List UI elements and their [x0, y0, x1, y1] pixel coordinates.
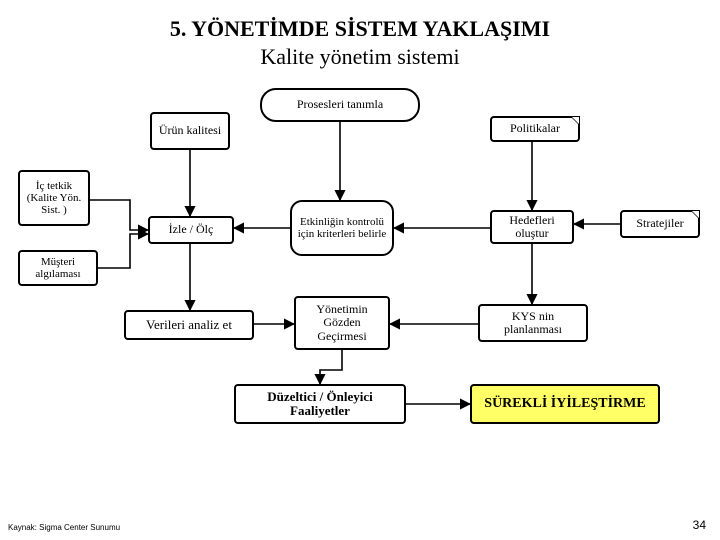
- edges-layer: [0, 0, 720, 540]
- node-politikalar: Politikalar: [490, 116, 580, 142]
- slide-stage: 5. YÖNETİMDE SİSTEM YAKLAŞIMI Kalite yön…: [0, 0, 720, 540]
- slide-title-line1: 5. YÖNETİMDE SİSTEM YAKLAŞIMI: [0, 16, 720, 42]
- node-duzeltici: Düzeltici / Önleyici Faaliyetler: [234, 384, 406, 424]
- edge-yonetimin-to-duzeltici: [320, 350, 342, 384]
- node-yonetimin: Yönetimin Gözden Geçirmesi: [294, 296, 390, 350]
- node-hedefleri: Hedefleri oluştur: [490, 210, 574, 244]
- node-kys: KYS nin planlanması: [478, 304, 588, 342]
- edge-musteri-to-izle: [98, 234, 148, 268]
- node-surekli: SÜREKLİ İYİLEŞTİRME: [470, 384, 660, 424]
- node-verileri: Verileri analiz et: [124, 310, 254, 340]
- node-stratejiler: Stratejiler: [620, 210, 700, 238]
- node-stratejiler-fold-fill-icon: [692, 211, 699, 218]
- edge-ictetkik-to-izle: [90, 200, 148, 230]
- node-urun: Ürün kalitesi: [150, 112, 230, 150]
- node-musteri: Müşteri algılaması: [18, 250, 98, 286]
- node-politikalar-fold-fill-icon: [572, 117, 579, 124]
- node-ictetkik: İç tetkik (Kalite Yön. Sist. ): [18, 170, 90, 226]
- node-prosesleri: Prosesleri tanımla: [260, 88, 420, 122]
- slide-title-line2: Kalite yönetim sistemi: [0, 44, 720, 70]
- page-number: 34: [693, 518, 706, 532]
- footer-source: Kaynak: Sigma Center Sunumu: [8, 523, 120, 532]
- node-izle: İzle / Ölç: [148, 216, 234, 244]
- node-etkinlik: Etkinliğin kontrolü için kriterleri beli…: [290, 200, 394, 256]
